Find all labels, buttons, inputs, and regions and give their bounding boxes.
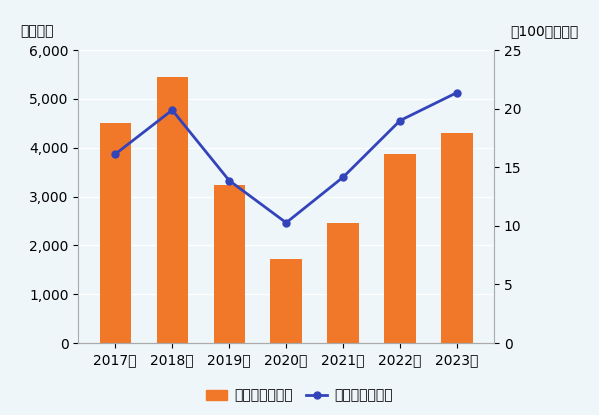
Bar xyxy=(328,223,359,343)
Bar xyxy=(385,154,416,343)
Bar xyxy=(441,133,473,343)
Bar xyxy=(99,123,131,343)
Legend: 輸入量（左軸）, 輸入額（右軸）: 輸入量（左軸）, 輸入額（右軸） xyxy=(201,383,398,408)
Text: （トン）: （トン） xyxy=(20,24,53,38)
Text: （100万ドル）: （100万ドル） xyxy=(510,24,578,38)
Bar xyxy=(156,77,188,343)
Bar xyxy=(271,259,302,343)
Bar xyxy=(213,186,245,343)
